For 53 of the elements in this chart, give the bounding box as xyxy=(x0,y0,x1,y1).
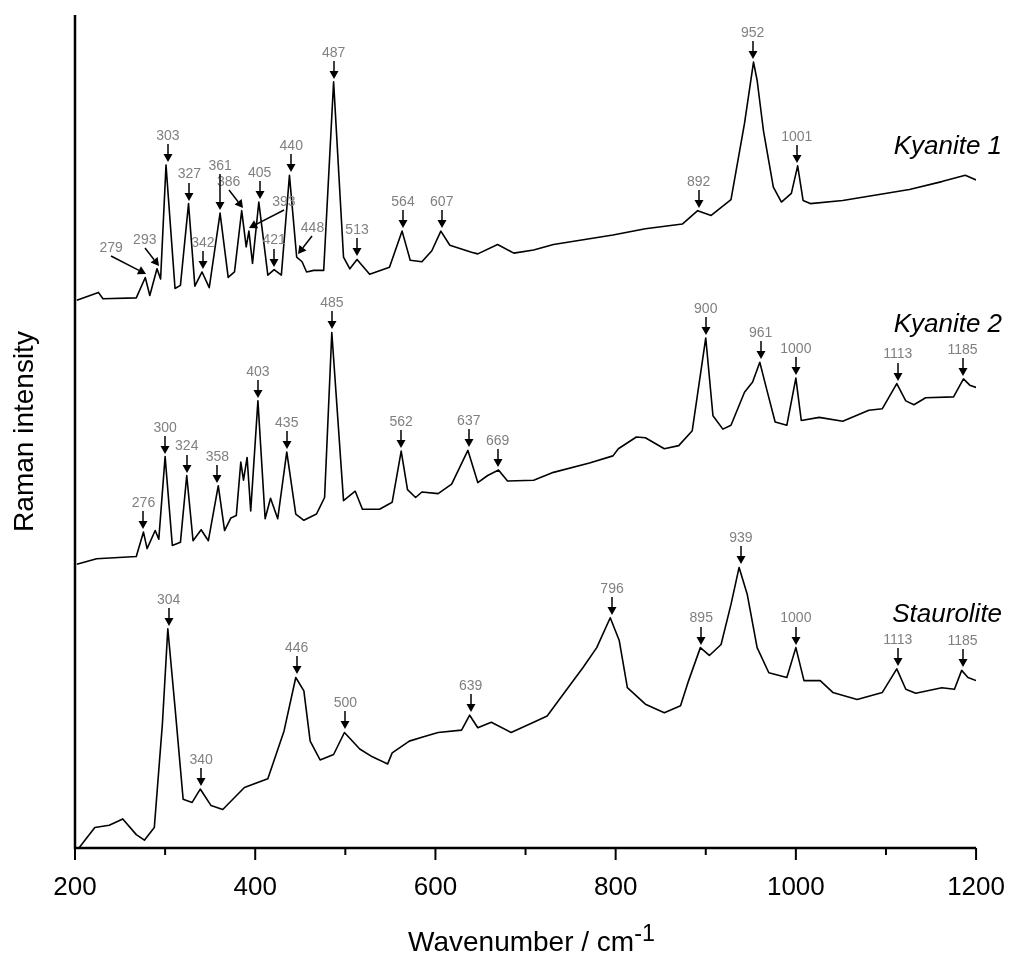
annotation: 796 xyxy=(600,579,624,596)
annotation: 1113 xyxy=(883,345,913,362)
annotation: 342 xyxy=(191,233,215,250)
x-axis-title: Wavenumber / cm$^{-1}$ xyxy=(407,920,656,959)
annotation: 895 xyxy=(689,609,714,626)
annotation: 440 xyxy=(279,137,304,154)
annotation: 500 xyxy=(333,694,358,711)
annotation: 435 xyxy=(275,413,299,430)
annotation: 513 xyxy=(345,221,369,238)
annotation: 324 xyxy=(175,437,199,454)
x-tick-label: 200 xyxy=(53,870,97,901)
annotation: 279 xyxy=(99,239,124,256)
x-tick-label: 400 xyxy=(233,870,277,901)
annotation: 639 xyxy=(458,677,483,694)
annotation: 607 xyxy=(430,192,454,209)
annotation: 448 xyxy=(300,218,325,235)
series-label: Staurolite xyxy=(892,598,1003,629)
annotation: 562 xyxy=(389,413,414,430)
annotation: 303 xyxy=(156,126,180,143)
annotation: 446 xyxy=(284,639,309,656)
annotation: 1000 xyxy=(780,339,812,356)
annotation: 300 xyxy=(153,418,177,435)
x-tick-label: 1200 xyxy=(947,870,1005,901)
annotation: 1185 xyxy=(947,340,978,357)
y-axis-title: Raman intensity xyxy=(7,331,39,532)
series-label: Kyanite 1 xyxy=(893,130,1003,161)
x-tick-label: 1000 xyxy=(766,870,825,901)
annotation: 1000 xyxy=(780,609,812,626)
annotation: 361 xyxy=(208,156,232,173)
x-tick-label: 800 xyxy=(593,870,638,901)
annotation: 637 xyxy=(457,412,481,429)
annotation: 1001 xyxy=(781,127,813,144)
annotation: 1185 xyxy=(947,632,978,649)
annotation: 403 xyxy=(246,362,270,379)
annotation: 293 xyxy=(133,230,157,247)
annotation: 669 xyxy=(485,431,510,448)
annotation: 939 xyxy=(729,529,753,546)
annotation: 952 xyxy=(740,24,765,41)
annotation: 564 xyxy=(391,192,415,209)
annotation: 327 xyxy=(177,165,202,182)
annotation: 900 xyxy=(694,299,718,316)
annotation: 892 xyxy=(686,172,711,189)
annotation: 485 xyxy=(320,294,344,311)
annotation: 487 xyxy=(321,43,346,60)
annotation: 276 xyxy=(131,493,156,510)
x-tick-label: 600 xyxy=(413,870,458,901)
annotation: 405 xyxy=(248,163,272,180)
annotation: 340 xyxy=(189,750,214,767)
annotation: 304 xyxy=(157,590,181,607)
annotation: 358 xyxy=(205,447,230,464)
annotation: 961 xyxy=(749,324,773,341)
series-label: Kyanite 2 xyxy=(893,308,1003,339)
annotation: 1113 xyxy=(883,630,913,647)
